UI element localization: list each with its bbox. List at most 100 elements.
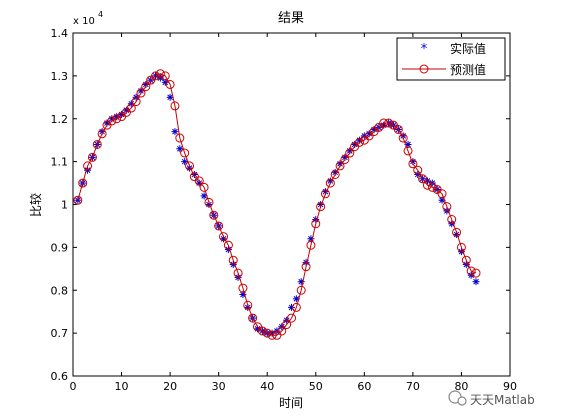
legend-circle-marker-icon xyxy=(419,64,429,74)
data-point-predicted xyxy=(320,189,330,199)
data-point-predicted xyxy=(214,221,224,231)
data-point-predicted xyxy=(437,189,447,199)
x-tick-label: 0 xyxy=(70,380,77,393)
data-point-predicted xyxy=(107,116,117,126)
data-point-predicted xyxy=(345,148,355,158)
data-point-predicted xyxy=(233,268,243,278)
data-point-predicted xyxy=(262,328,272,338)
data-point-predicted xyxy=(325,178,335,188)
legend: * 实际值 预测值 xyxy=(396,37,506,81)
data-point-predicted xyxy=(165,79,175,89)
data-point-predicted xyxy=(238,283,248,293)
wechat-logo-icon-small xyxy=(457,396,467,406)
y-tick-label: 0.9 xyxy=(51,241,69,254)
data-point-predicted xyxy=(384,118,394,128)
data-point-predicted xyxy=(418,174,428,184)
data-point-predicted xyxy=(194,176,204,186)
data-point-actual xyxy=(200,192,208,200)
data-point-actual xyxy=(438,196,446,204)
x-axis-label: 时间 xyxy=(279,396,303,410)
legend-label-predicted: 预测值 xyxy=(450,62,486,77)
y-tick-label: 1 xyxy=(61,199,68,212)
data-point-predicted xyxy=(398,133,408,143)
y-tick-label: 1.3 xyxy=(51,70,69,83)
x-tick-label: 70 xyxy=(406,380,420,393)
data-point-predicted xyxy=(456,242,466,252)
data-point-predicted xyxy=(219,232,229,242)
data-point-actual xyxy=(166,93,174,101)
x-tick-label: 90 xyxy=(503,380,517,393)
data-point-predicted xyxy=(155,69,165,79)
data-point-actual xyxy=(288,303,295,311)
data-point-predicted xyxy=(408,159,418,169)
data-point-predicted xyxy=(316,202,326,212)
data-point-predicted xyxy=(126,103,136,113)
data-point-predicted xyxy=(180,148,190,158)
data-point-predicted xyxy=(306,240,316,250)
y-exponent-label: x 10 xyxy=(73,16,95,27)
y-tick-label: 1.4 xyxy=(51,27,69,40)
watermark: 天天Matlab xyxy=(448,390,535,407)
data-point-predicted xyxy=(393,124,403,134)
data-point-predicted xyxy=(160,71,170,81)
axis-ticks: 0 10 20 30 40 50 60 70 80 90 0.6 0.7 0.8 0.9 1 1.1 1.2 1.… xyxy=(51,27,518,393)
data-point-predicted xyxy=(354,137,364,147)
y-tick-label: 1.2 xyxy=(51,113,69,126)
legend-star-marker-icon: * xyxy=(421,42,428,57)
data-point-predicted xyxy=(287,313,296,323)
series-line-predicted xyxy=(77,73,477,336)
data-point-predicted xyxy=(282,320,292,330)
data-point-actual xyxy=(171,128,179,136)
data-point-predicted xyxy=(112,114,122,124)
data-point-predicted xyxy=(78,178,88,188)
data-point-predicted xyxy=(185,161,195,171)
data-point-predicted xyxy=(257,326,267,336)
y-tick-label: 0.6 xyxy=(51,370,69,383)
x-tick-label: 30 xyxy=(212,380,226,393)
chart-title: 结果 xyxy=(278,11,304,26)
data-point-predicted xyxy=(330,169,340,179)
y-exponent-power: 4 xyxy=(98,10,103,19)
data-point-predicted xyxy=(141,82,151,92)
plot-area xyxy=(72,32,511,377)
data-point-predicted xyxy=(442,202,452,212)
data-point-predicted xyxy=(83,161,93,171)
data-point-predicted xyxy=(223,240,233,250)
x-tick-label: 10 xyxy=(115,380,129,393)
data-point-predicted xyxy=(277,326,287,336)
data-point-predicted xyxy=(447,215,457,225)
data-point-predicted xyxy=(427,182,437,192)
y-axis-label: 比较 xyxy=(28,193,43,217)
y-tick-label: 0.7 xyxy=(51,327,69,340)
data-point-predicted xyxy=(170,101,180,111)
legend-box xyxy=(396,37,506,81)
data-point-predicted xyxy=(131,97,141,107)
data-point-predicted xyxy=(228,255,238,265)
data-point-predicted xyxy=(291,302,301,312)
data-point-predicted xyxy=(301,262,311,272)
x-tick-label: 40 xyxy=(260,380,274,393)
data-point-predicted xyxy=(151,71,161,81)
x-tick-label: 50 xyxy=(309,380,323,393)
data-point-predicted xyxy=(199,182,209,192)
data-point-actual xyxy=(472,278,480,286)
x-tick-label: 20 xyxy=(163,380,177,393)
data-point-predicted xyxy=(248,313,258,323)
data-point-predicted xyxy=(92,139,102,149)
data-point-predicted xyxy=(413,165,423,175)
data-point-predicted xyxy=(379,118,389,128)
data-point-predicted xyxy=(466,266,476,276)
y-tick-label: 1.1 xyxy=(51,156,69,169)
data-point-predicted xyxy=(87,152,97,162)
data-point-predicted xyxy=(471,268,481,278)
data-point-predicted xyxy=(340,154,350,164)
data-point-predicted xyxy=(403,146,413,156)
data-point-predicted xyxy=(267,330,277,340)
data-point-predicted xyxy=(452,227,462,237)
data-point-predicted xyxy=(97,129,107,139)
data-point-predicted xyxy=(204,197,214,207)
data-point-predicted xyxy=(175,133,185,143)
data-point-predicted xyxy=(243,300,253,310)
legend-label-actual: 实际值 xyxy=(450,41,486,56)
